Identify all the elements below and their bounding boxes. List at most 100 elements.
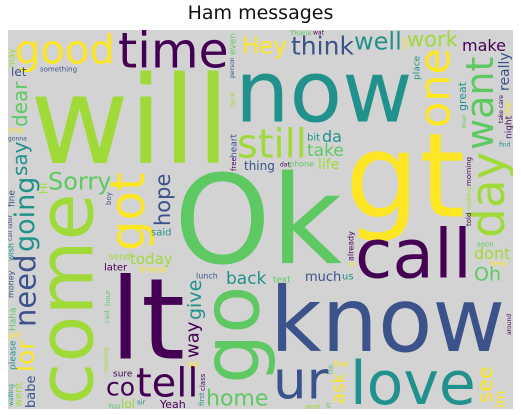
word-hey: Hey	[242, 33, 287, 59]
chart-title: Ham messages	[187, 2, 334, 24]
word-morning: morning	[465, 157, 473, 186]
word-want: want	[458, 57, 502, 150]
word-please: please	[9, 340, 19, 370]
word-keep: keep	[490, 260, 507, 268]
word-meeting: meeting	[103, 347, 110, 372]
word-da: da	[322, 127, 342, 146]
word-nothing: nothing	[466, 187, 473, 210]
word-haha: Haha	[9, 307, 19, 331]
word-dat: dat	[280, 162, 290, 169]
word-lol: lol	[121, 397, 135, 409]
word-one: one	[411, 48, 461, 128]
word-lunch: lunch	[196, 271, 218, 280]
word-gonna: gonna	[8, 136, 27, 143]
word-us: us	[342, 271, 354, 282]
word-now: now	[235, 42, 412, 142]
word-later: later	[104, 262, 128, 273]
word-ya: ya	[187, 359, 198, 369]
word-day: day	[461, 152, 513, 238]
word-ask: ask	[328, 373, 349, 404]
word-sorry: Sorry	[48, 167, 111, 195]
word-time: time	[118, 30, 229, 80]
word-way: way	[182, 321, 203, 358]
word-home: home	[206, 386, 268, 409]
word-co: co	[106, 372, 135, 401]
wordcloud-background	[8, 30, 513, 409]
word-may: may	[8, 48, 18, 68]
word-soon: soon	[477, 241, 494, 249]
word-night: night	[505, 115, 513, 139]
word-find: find	[499, 142, 511, 149]
word-im: im	[493, 390, 509, 408]
word-today: today	[130, 250, 173, 268]
word-friend: friend	[139, 265, 165, 275]
word-free: free	[230, 157, 238, 171]
word-really: really	[497, 52, 513, 91]
word-boy: boy	[105, 192, 113, 205]
word-ok: Ok	[174, 150, 342, 293]
word-pl: Pl	[326, 402, 333, 408]
word-miss: miss	[8, 127, 24, 135]
word-say: say	[8, 141, 32, 176]
word-oh: Oh	[474, 264, 501, 286]
word-dear: dear	[8, 81, 32, 127]
word-heart: heart	[230, 134, 240, 158]
word-give: give	[184, 280, 206, 320]
word-already: already	[347, 231, 356, 261]
word-person: person	[229, 57, 236, 78]
word-babe: babe	[24, 376, 39, 408]
word-know: know	[270, 268, 505, 372]
word-place: place	[413, 55, 423, 80]
word-money: money	[8, 270, 16, 298]
word-thk: thk	[328, 364, 335, 374]
word-wat: wat	[313, 30, 325, 37]
word-going: going	[10, 177, 41, 252]
word-tell: tell	[136, 360, 199, 406]
word-see: see	[473, 366, 497, 403]
word-first: first	[198, 392, 206, 406]
word-make: make	[462, 36, 506, 55]
word-got: got	[100, 172, 156, 251]
word-said: said	[151, 227, 171, 238]
word-girl: girl	[8, 330, 21, 339]
word-nice: nice	[229, 92, 237, 107]
word-love: love	[350, 349, 476, 409]
word-something: something	[40, 66, 77, 74]
word-call-later: call later	[8, 214, 14, 241]
word-well: well	[354, 30, 402, 55]
word-lor: lor	[11, 339, 40, 372]
word-ur: ur	[273, 350, 329, 409]
word-sure: sure	[113, 369, 133, 379]
word-take-care: take care	[498, 95, 505, 123]
word-lt: lt	[110, 256, 185, 386]
word-even: even	[229, 33, 239, 55]
word-cant: cant	[104, 309, 111, 323]
word-call: call	[355, 216, 472, 295]
word-let: let	[11, 65, 27, 79]
word-work: work	[407, 30, 459, 52]
word-phone: phone	[289, 159, 314, 168]
word-back: back	[226, 269, 267, 289]
word-will: will	[30, 51, 230, 192]
word-sir: sir	[137, 399, 146, 407]
word-feel: feel	[334, 359, 349, 368]
word-yup: Yup	[107, 403, 121, 409]
word-fine: fine	[8, 190, 18, 207]
word-wish: wish	[8, 243, 16, 261]
word-hope: hope	[151, 174, 175, 226]
word-still: still	[237, 121, 307, 167]
word-thing: thing	[244, 159, 275, 173]
word-think: think	[291, 31, 354, 60]
word-lot: lot	[348, 262, 356, 269]
word-life: life	[318, 157, 339, 173]
word-stop: stop	[504, 100, 512, 116]
word-dont: dont	[474, 244, 510, 263]
word-good: good	[15, 30, 115, 73]
word-come: come	[22, 193, 111, 405]
word-told: told	[465, 213, 473, 226]
word-take: take	[307, 141, 344, 161]
word-week: week	[305, 404, 321, 409]
word-much: much	[305, 270, 341, 285]
